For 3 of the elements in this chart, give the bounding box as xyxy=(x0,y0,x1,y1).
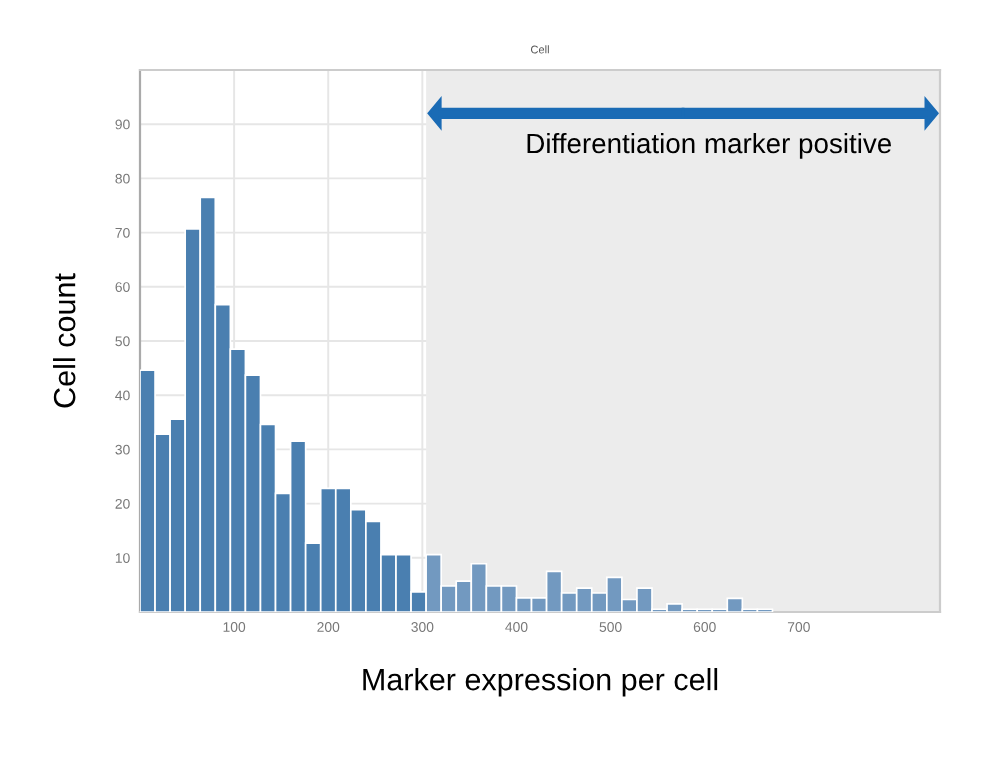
band-label: Differentiation marker positive xyxy=(527,132,891,159)
x-axis-title: Marker expression per cell xyxy=(363,668,718,697)
y-axis-title: Cell count xyxy=(53,273,76,408)
